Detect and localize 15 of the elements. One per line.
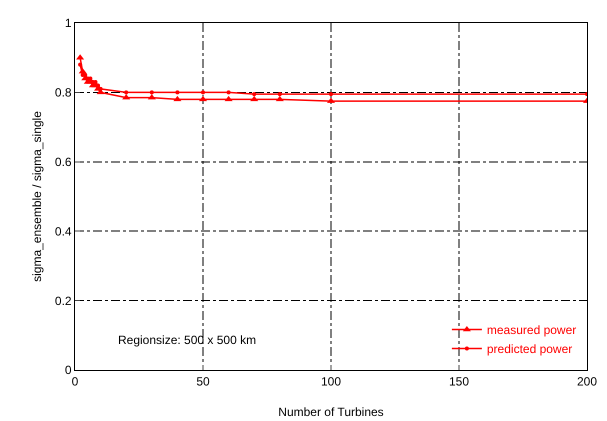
y-tick-label: 0.2 [54, 294, 72, 308]
y-tick-label: 0.4 [54, 224, 72, 238]
y-tick-label: 1 [64, 16, 72, 30]
legend-label: measured power [486, 323, 576, 338]
x-tick-label: 100 [320, 374, 342, 388]
annotation: Regionsize: 500 x 500 km [118, 333, 256, 347]
y-tick-label: 0 [64, 363, 72, 378]
x-tick-label: 150 [448, 374, 470, 388]
legend-label: predicted power [486, 342, 572, 356]
x-tick-label: 50 [196, 374, 210, 388]
y-tick-label: 0.8 [54, 86, 72, 100]
y-tick-label: 0.6 [54, 155, 72, 169]
y-axis-title: sigma_ensemble / sigma_single [30, 110, 44, 282]
x-tick-label: 200 [576, 374, 598, 388]
x-axis-title: Number of Turbines [278, 405, 384, 419]
